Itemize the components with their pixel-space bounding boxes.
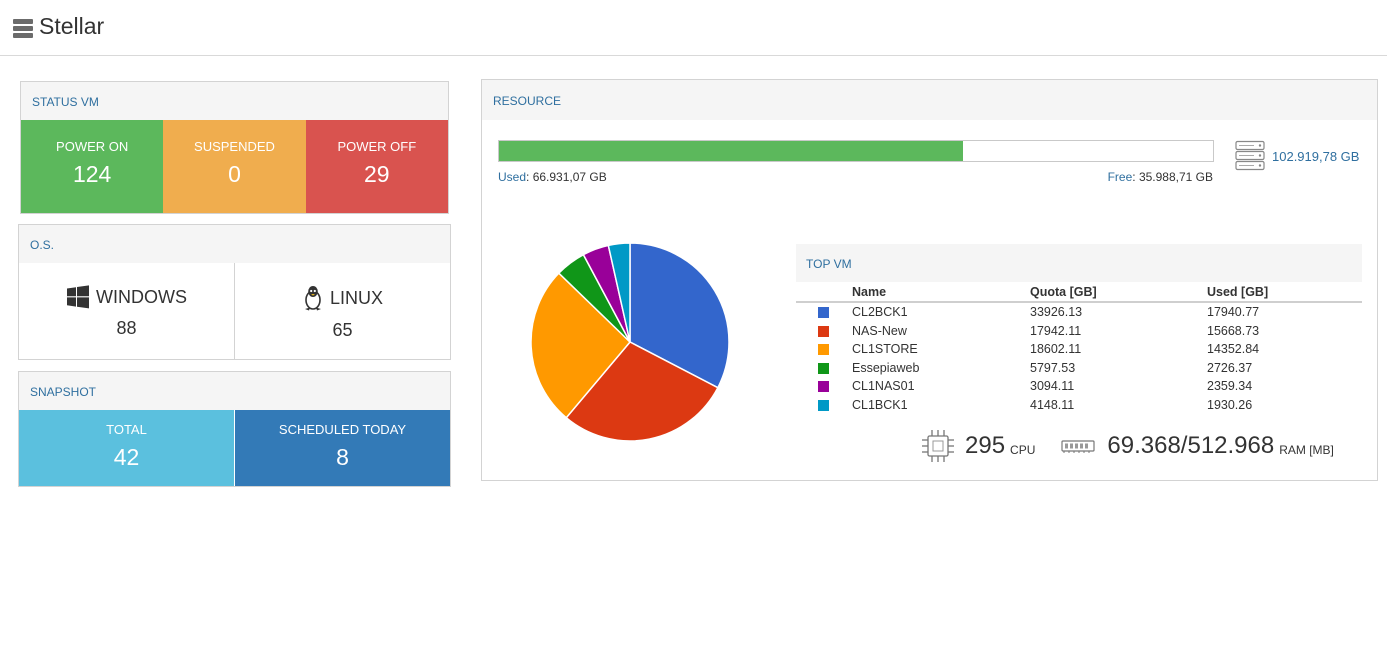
row-used: 15668.73 bbox=[1207, 323, 1260, 338]
row-name: CL1NAS01 bbox=[852, 379, 915, 394]
row-used: 1930.26 bbox=[1207, 397, 1253, 412]
table-row[interactable]: CL2BCK1 33926.13 17940.77 bbox=[796, 302, 1362, 322]
quota-column-header: Quota [GB] bbox=[1030, 282, 1207, 303]
row-quota: 5797.53 bbox=[1030, 360, 1076, 375]
snapshot-total-label: TOTAL bbox=[106, 422, 147, 437]
snapshot-title: SNAPSHOT bbox=[19, 372, 450, 410]
power-off-value: 29 bbox=[364, 161, 390, 187]
linux-penguin-icon bbox=[304, 286, 321, 311]
resource-title: RESOURCE bbox=[482, 80, 1377, 120]
pie-slice-cl1bck1[interactable] bbox=[607, 242, 631, 343]
snapshot-total-value: 42 bbox=[113, 444, 140, 470]
snapshot-scheduled-tile[interactable]: SCHEDULED TODAY 8 bbox=[234, 410, 450, 486]
pie-slice-nas-new[interactable] bbox=[565, 341, 719, 442]
os-panel: O.S. WINDOWS 88 LINUX bbox=[18, 224, 451, 360]
ram-value: 69.368/512.968 bbox=[1107, 432, 1275, 459]
cpu-chip-icon bbox=[922, 430, 954, 462]
row-used: 2359.34 bbox=[1207, 379, 1253, 394]
ram-module-icon bbox=[1061, 440, 1095, 453]
row-quota: 4148.11 bbox=[1030, 397, 1075, 412]
row-quota: 3094.11 bbox=[1030, 379, 1075, 394]
power-on-tile[interactable]: POWER ON 124 bbox=[21, 120, 164, 213]
row-name: CL1BCK1 bbox=[852, 397, 908, 412]
power-off-tile[interactable]: POWER OFF 29 bbox=[305, 120, 448, 213]
table-row[interactable]: CL1NAS01 3094.11 2359.34 bbox=[796, 377, 1362, 396]
os-title: O.S. bbox=[19, 225, 450, 263]
row-color-swatch bbox=[796, 396, 852, 415]
color-column-header bbox=[796, 282, 852, 303]
storage-total-value[interactable]: 102.919,78 GB bbox=[1272, 148, 1360, 164]
table-row[interactable]: CL1BCK1 4148.11 1930.26 bbox=[796, 396, 1362, 415]
storage-used-key: Used bbox=[498, 170, 527, 184]
suspended-label: SUSPENDED bbox=[194, 139, 275, 154]
pie-slice-cl2bck1[interactable] bbox=[629, 242, 730, 389]
top-bar: Stellar bbox=[0, 0, 1387, 56]
row-color-swatch bbox=[796, 359, 852, 378]
power-off-label: POWER OFF bbox=[337, 139, 417, 154]
linux-stat: LINUX 65 bbox=[234, 263, 450, 359]
resource-stats: 295 CPU 69.368/512.968 RAM [MB] bbox=[920, 428, 1334, 464]
row-color-swatch bbox=[796, 340, 852, 359]
status-vm-panel: STATUS VM POWER ON 124 SUSPENDED 0 POWER… bbox=[20, 81, 449, 214]
used-column-header: Used [GB] bbox=[1207, 282, 1362, 303]
storage-free-key: Free bbox=[1107, 170, 1133, 184]
row-quota: 17942.11 bbox=[1030, 323, 1082, 338]
row-name: CL2BCK1 bbox=[852, 305, 908, 320]
table-row[interactable]: NAS-New 17942.11 15668.73 bbox=[796, 322, 1362, 341]
snapshot-total-tile[interactable]: TOTAL 42 bbox=[19, 410, 234, 486]
server-stack-icon[interactable] bbox=[13, 19, 33, 38]
storage-total: 102.919,78 GB bbox=[1234, 140, 1359, 172]
snapshot-scheduled-label: SCHEDULED TODAY bbox=[278, 422, 407, 437]
suspended-value: 0 bbox=[228, 161, 241, 187]
status-vm-title: STATUS VM bbox=[21, 82, 448, 120]
row-quota: 33926.13 bbox=[1030, 305, 1083, 320]
storage-used: Used: 66.931,07 GB bbox=[498, 170, 607, 184]
windows-stat: WINDOWS 88 bbox=[19, 263, 234, 359]
storage-free-value: 35.988,71 GB bbox=[1138, 170, 1213, 184]
top-vm-panel: TOP VM Name Quota [GB] Used [GB] CL2BCK1… bbox=[796, 244, 1362, 414]
storage-used-value: 66.931,07 GB bbox=[532, 170, 607, 184]
top-vm-title: TOP VM bbox=[796, 244, 1362, 282]
power-on-label: POWER ON bbox=[56, 139, 129, 154]
row-used: 17940.77 bbox=[1207, 305, 1260, 320]
cpu-value: 295 bbox=[965, 432, 1006, 459]
storage-usage-fill bbox=[499, 141, 964, 161]
table-row[interactable]: CL1STORE 18602.11 14352.84 bbox=[796, 340, 1362, 359]
app-title: Stellar bbox=[39, 13, 105, 39]
cpu-unit: CPU bbox=[1010, 443, 1036, 457]
snapshot-panel: SNAPSHOT TOTAL 42 SCHEDULED TODAY 8 bbox=[18, 371, 451, 487]
windows-label: WINDOWS bbox=[96, 286, 187, 307]
windows-count: 88 bbox=[116, 318, 137, 338]
linux-count: 65 bbox=[332, 320, 353, 340]
linux-label: LINUX bbox=[329, 287, 383, 308]
table-header-row: Name Quota [GB] Used [GB] bbox=[796, 282, 1362, 303]
row-name: NAS-New bbox=[852, 323, 907, 338]
row-quota: 18602.11 bbox=[1030, 342, 1082, 357]
ram-unit: RAM [MB] bbox=[1279, 443, 1334, 457]
row-name: Essepiaweb bbox=[852, 360, 920, 375]
row-used: 2726.37 bbox=[1207, 360, 1253, 375]
pie-slice-cl1store[interactable] bbox=[530, 272, 632, 419]
row-name: CL1STORE bbox=[852, 342, 918, 357]
snapshot-scheduled-value: 8 bbox=[336, 444, 349, 470]
power-on-value: 124 bbox=[72, 161, 112, 187]
resource-panel: RESOURCE Used: 66.931,07 GB Free: 35.988… bbox=[481, 79, 1378, 481]
suspended-tile[interactable]: SUSPENDED 0 bbox=[163, 120, 306, 213]
storage-server-icon bbox=[1235, 140, 1265, 171]
row-color-swatch bbox=[796, 377, 852, 396]
row-color-swatch bbox=[796, 302, 852, 322]
table-row[interactable]: Essepiaweb 5797.53 2726.37 bbox=[796, 359, 1362, 378]
name-column-header: Name bbox=[852, 282, 1030, 303]
windows-icon bbox=[67, 285, 89, 309]
row-color-swatch bbox=[796, 322, 852, 341]
top-vm-pie-chart bbox=[530, 242, 730, 442]
storage-usage-bar bbox=[498, 140, 1214, 162]
row-used: 14352.84 bbox=[1207, 342, 1260, 357]
storage-free: Free: 35.988,71 GB bbox=[1107, 170, 1213, 184]
top-vm-table: Name Quota [GB] Used [GB] CL2BCK1 33926.1… bbox=[796, 282, 1362, 414]
